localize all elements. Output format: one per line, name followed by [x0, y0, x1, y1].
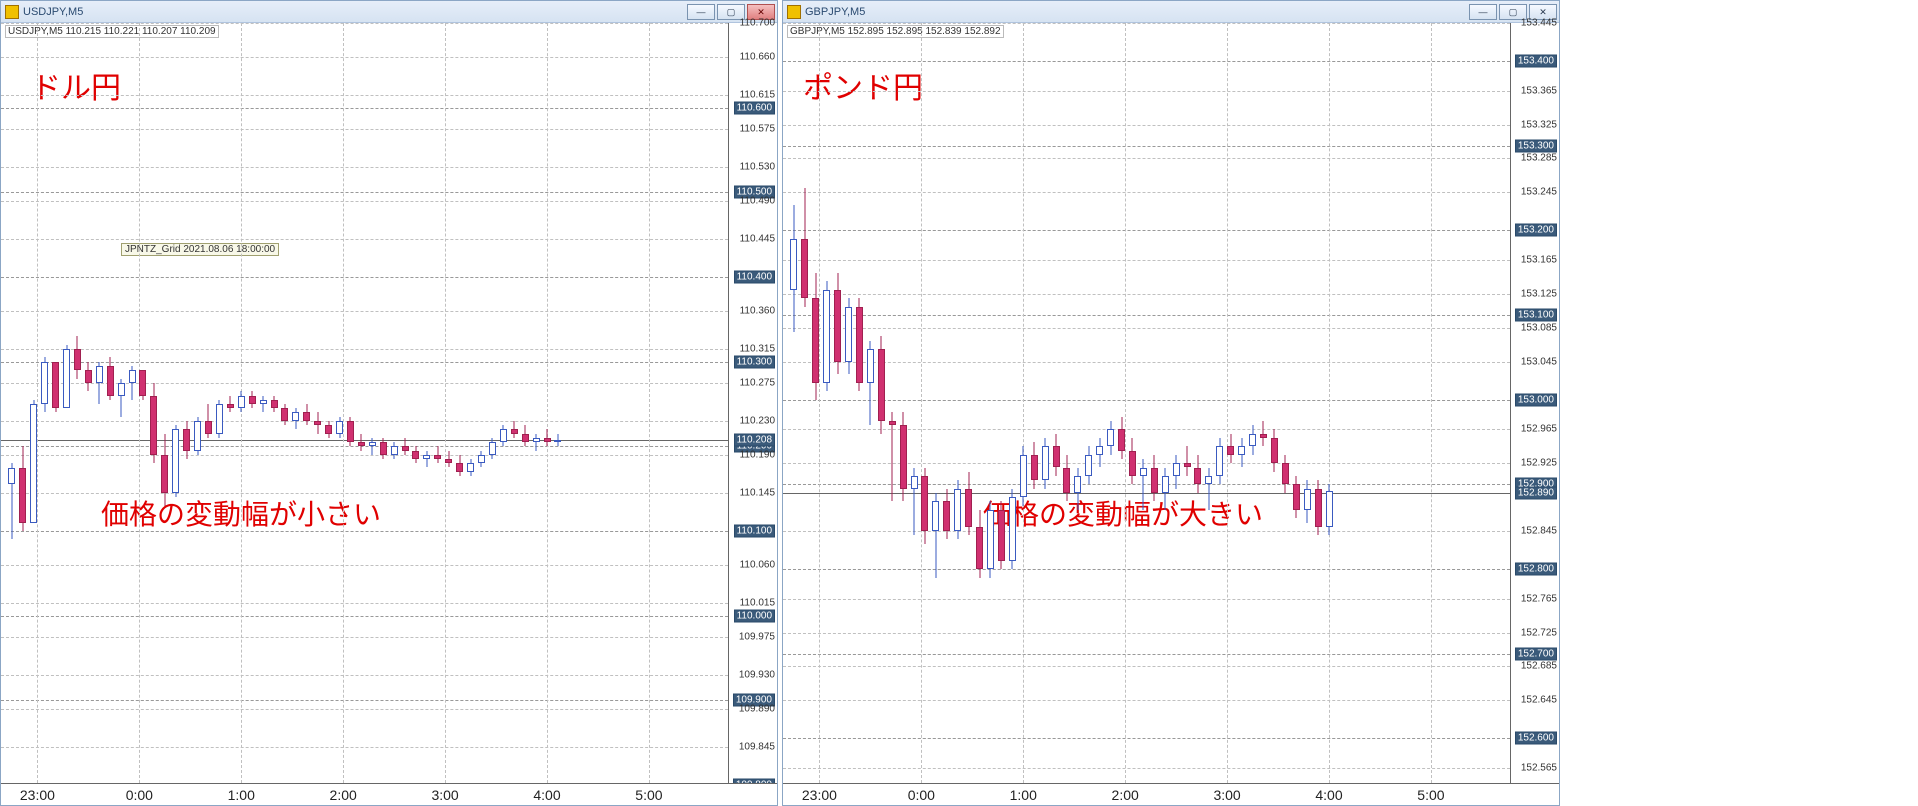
y-tick-label: 152.845: [1521, 526, 1557, 537]
y-tick-label: 153.445: [1521, 18, 1557, 29]
y-tick-label: 110.400: [734, 271, 775, 284]
gbpjpy-window: GBPJPY,M5 — ▢ ✕ GBPJPY,M5 152.895 152.89…: [782, 0, 1560, 806]
y-tick-label: 110.660: [740, 51, 775, 62]
y-axis-right: 153.445153.400153.365153.325153.300153.2…: [1511, 23, 1559, 783]
x-tick-label: 2:00: [1112, 787, 1139, 803]
y-tick-label: 110.190: [740, 449, 775, 460]
y-tick-label: 110.360: [740, 305, 775, 316]
y-tick-label: 110.015: [740, 597, 775, 608]
current-price-label: 110.208: [734, 433, 775, 446]
chart-icon: [5, 5, 19, 19]
titlebar-right[interactable]: GBPJPY,M5 — ▢ ✕: [783, 1, 1559, 23]
y-tick-label: 152.925: [1521, 458, 1557, 469]
y-tick-label: 152.700: [1515, 647, 1557, 660]
y-tick-label: 110.100: [734, 525, 775, 538]
x-tick-label: 4:00: [1315, 787, 1342, 803]
y-tick-label: 110.445: [740, 233, 775, 244]
y-tick-label: 110.000: [734, 609, 775, 622]
x-tick-label: 4:00: [533, 787, 560, 803]
titlebar-left[interactable]: USDJPY,M5 — ▢ ✕: [1, 1, 777, 23]
minimize-button[interactable]: —: [1469, 4, 1497, 20]
y-tick-label: 152.965: [1521, 424, 1557, 435]
x-tick-label: 5:00: [1417, 787, 1444, 803]
y-tick-label: 110.230: [740, 415, 775, 426]
x-axis-left: 23:00 0:00 1:00 2:00 3:00 4:00 5:00: [1, 783, 777, 805]
y-tick-label: 153.300: [1515, 139, 1557, 152]
y-tick-label: 153.285: [1521, 153, 1557, 164]
y-tick-label: 153.400: [1515, 55, 1557, 68]
x-tick-label: 3:00: [1213, 787, 1240, 803]
y-tick-label: 110.060: [740, 559, 775, 570]
y-tick-label: 152.685: [1521, 661, 1557, 672]
y-tick-label: 153.245: [1521, 187, 1557, 198]
x-tick-label: 23:00: [20, 787, 55, 803]
y-tick-label: 152.600: [1515, 732, 1557, 745]
y-tick-label: 110.600: [734, 101, 775, 114]
x-tick-label: 3:00: [431, 787, 458, 803]
y-tick-label: 153.045: [1521, 356, 1557, 367]
window-title: GBPJPY,M5: [805, 6, 865, 18]
y-tick-label: 153.125: [1521, 288, 1557, 299]
x-tick-label: 5:00: [635, 787, 662, 803]
usdjpy-window: USDJPY,M5 — ▢ ✕ USDJPY,M5 110.215 110.22…: [0, 0, 778, 806]
x-tick-label: 0:00: [908, 787, 935, 803]
annotation-title: ポンド円: [803, 63, 923, 107]
x-tick-label: 1:00: [1010, 787, 1037, 803]
y-tick-label: 153.365: [1521, 85, 1557, 96]
x-tick-label: 23:00: [802, 787, 837, 803]
x-axis-right: 23:00 0:00 1:00 2:00 3:00 4:00 5:00: [783, 783, 1559, 805]
y-tick-label: 153.200: [1515, 224, 1557, 237]
y-tick-label: 110.530: [740, 161, 775, 172]
indicator-tooltip: JPNTZ_Grid 2021.08.06 18:00:00: [121, 243, 279, 256]
y-tick-label: 110.145: [740, 487, 775, 498]
y-tick-label: 153.085: [1521, 322, 1557, 333]
chart-icon: [787, 5, 801, 19]
y-tick-label: 110.490: [740, 195, 775, 206]
window-title: USDJPY,M5: [23, 6, 83, 18]
y-tick-label: 153.000: [1515, 393, 1557, 406]
x-tick-label: 1:00: [228, 787, 255, 803]
y-tick-label: 152.765: [1521, 593, 1557, 604]
annotation-title: ドル円: [31, 63, 121, 107]
x-tick-label: 2:00: [330, 787, 357, 803]
y-tick-label: 110.700: [740, 18, 775, 29]
chart-plot-area-left[interactable]: USDJPY,M5 110.215 110.221 110.207 110.20…: [1, 23, 729, 783]
y-tick-label: 109.975: [739, 631, 775, 642]
chart-plot-area-right[interactable]: GBPJPY,M5 152.895 152.895 152.839 152.89…: [783, 23, 1511, 783]
y-tick-label: 110.615: [740, 89, 775, 100]
y-tick-label: 110.275: [740, 377, 775, 388]
y-tick-label: 153.100: [1515, 309, 1557, 322]
y-tick-label: 153.165: [1521, 255, 1557, 266]
y-tick-label: 110.300: [734, 355, 775, 368]
y-axis-left: 110.700110.660110.615110.600110.575110.5…: [729, 23, 777, 783]
y-tick-label: 152.725: [1521, 627, 1557, 638]
y-tick-label: 110.315: [740, 343, 775, 354]
y-tick-label: 109.930: [739, 669, 775, 680]
y-tick-label: 109.890: [739, 703, 775, 714]
x-tick-label: 0:00: [126, 787, 153, 803]
y-tick-label: 152.565: [1521, 763, 1557, 774]
minimize-button[interactable]: —: [687, 4, 715, 20]
y-tick-label: 110.575: [740, 123, 775, 134]
annotation-caption: 価格の変動幅が大きい: [983, 493, 1263, 533]
y-tick-label: 152.800: [1515, 563, 1557, 576]
y-tick-label: 109.845: [739, 741, 775, 752]
y-tick-label: 152.645: [1521, 695, 1557, 706]
y-tick-label: 153.325: [1521, 119, 1557, 130]
current-price-label: 152.890: [1515, 486, 1557, 499]
